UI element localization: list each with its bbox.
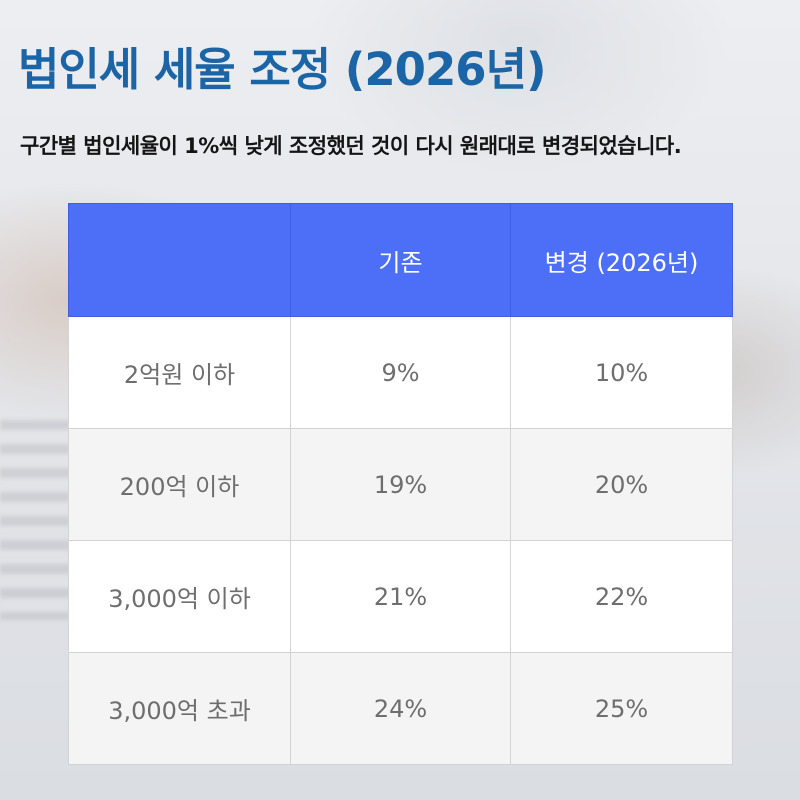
- bracket-cell: 3,000억 초과: [68, 652, 291, 765]
- table-row: 200억 이하 19% 20%: [68, 428, 733, 541]
- after-rate-cell: 10%: [510, 316, 733, 429]
- bracket-cell: 3,000억 이하: [68, 540, 291, 653]
- page-subtitle: 구간별 법인세율이 1%씩 낮게 조정했던 것이 다시 원래대로 변경되었습니다…: [20, 134, 682, 158]
- bracket-cell: 2억원 이하: [68, 316, 291, 429]
- header-before: 기존: [290, 203, 511, 317]
- after-rate-cell: 25%: [510, 652, 733, 765]
- tax-rate-table: 기존 변경 (2026년) 2억원 이하 9% 10% 200억 이하 19% …: [68, 203, 733, 765]
- before-rate-cell: 21%: [290, 540, 511, 653]
- header-after: 변경 (2026년): [510, 203, 733, 317]
- before-rate-cell: 19%: [290, 428, 511, 541]
- table-row: 2억원 이하 9% 10%: [68, 316, 733, 429]
- bracket-cell: 200억 이하: [68, 428, 291, 541]
- table-header-row: 기존 변경 (2026년): [68, 203, 733, 317]
- background-keyboard: [0, 420, 70, 620]
- before-rate-cell: 9%: [290, 316, 511, 429]
- table-row: 3,000억 초과 24% 25%: [68, 652, 733, 765]
- after-rate-cell: 22%: [510, 540, 733, 653]
- after-rate-cell: 20%: [510, 428, 733, 541]
- table-row: 3,000억 이하 21% 22%: [68, 540, 733, 653]
- header-bracket: [68, 203, 291, 317]
- page-title: 법인세 세율 조정 (2026년): [18, 43, 547, 96]
- before-rate-cell: 24%: [290, 652, 511, 765]
